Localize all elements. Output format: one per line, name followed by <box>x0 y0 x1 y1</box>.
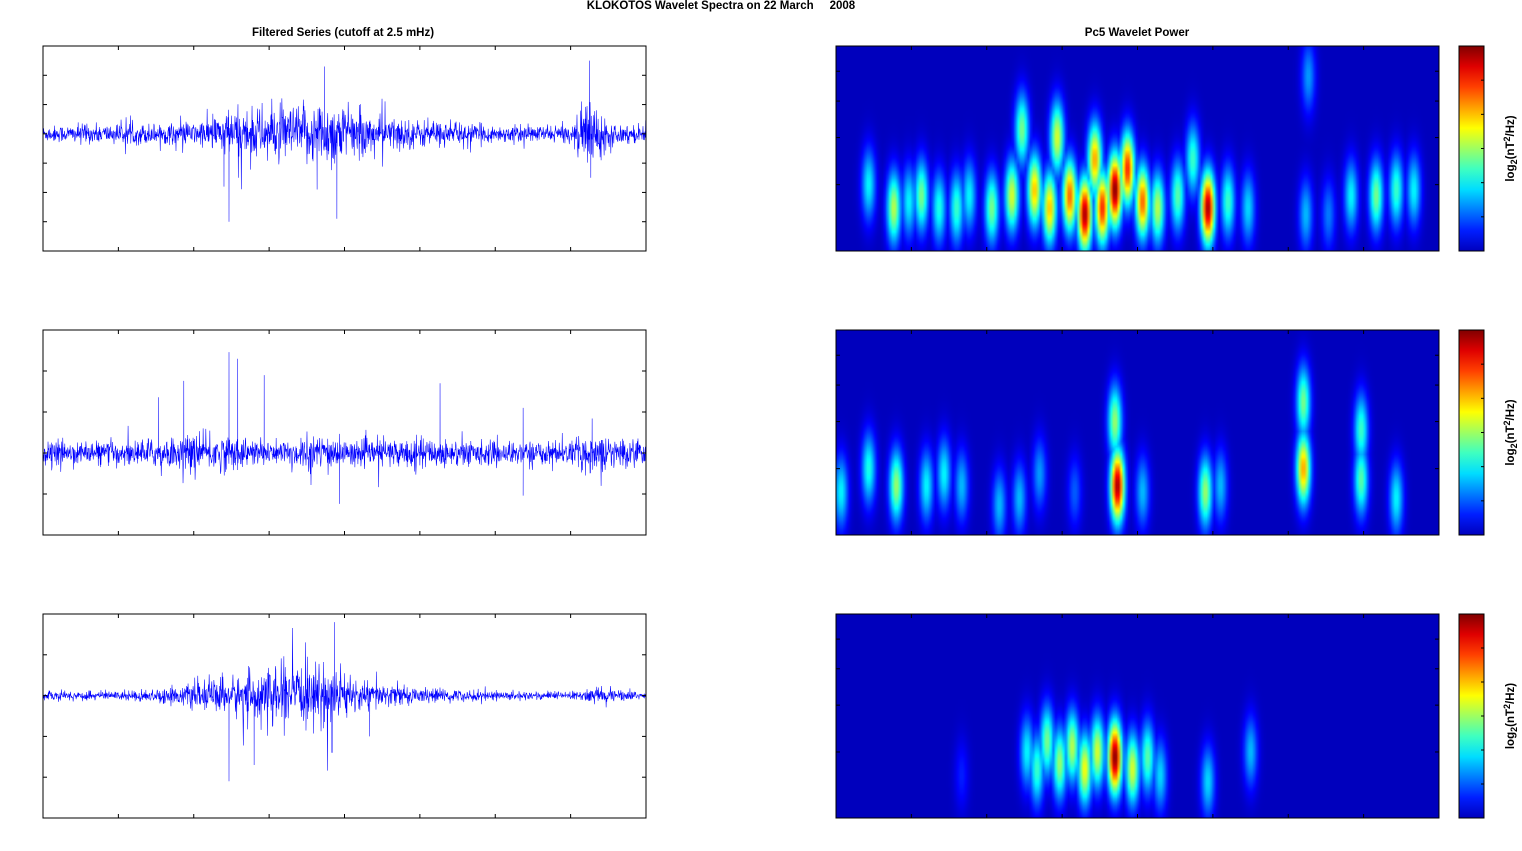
series-line-y <box>42 352 647 504</box>
colorbar-label-part: 2 <box>1502 420 1512 425</box>
right-column-title: Pc5 Wavelet Power <box>1085 27 1190 39</box>
wavelet-heatmap-2 <box>836 330 1439 535</box>
colorbar-label-part: (nT <box>1505 141 1517 159</box>
colorbar-label-part: 2 <box>1502 704 1512 709</box>
colorbar-label-part: 2 <box>1509 443 1519 448</box>
series-line-z <box>42 622 647 782</box>
plot-area <box>43 46 646 251</box>
colorbar-label-part: log <box>1505 448 1517 465</box>
plot-area <box>43 330 646 535</box>
colorbar-label-part: /Hz) <box>1505 683 1517 704</box>
colorbar-label-part: /Hz) <box>1505 399 1517 420</box>
colorbar-label-part: /Hz) <box>1505 115 1517 136</box>
colorbar-label-part: (nT <box>1505 425 1517 443</box>
colorbar-label: log2(nT2/Hz) <box>1502 399 1518 465</box>
plot-area <box>43 614 646 818</box>
colorbar-label-part: 2 <box>1502 136 1512 141</box>
colorbar-label: log2(nT2/Hz) <box>1502 683 1518 749</box>
figure-title: KLOKOTOS Wavelet Spectra on 22 March 200… <box>587 0 856 12</box>
colorbar <box>1458 613 1485 819</box>
colorbar-label-part: 2 <box>1509 159 1519 164</box>
colorbar-label-part: log <box>1505 732 1517 749</box>
colorbar-label-part: 2 <box>1509 727 1519 732</box>
colorbar-label: log2(nT2/Hz) <box>1502 115 1518 181</box>
left-column-title: Filtered Series (cutoff at 2.5 mHz) <box>252 27 434 39</box>
colorbar <box>1458 329 1485 536</box>
colorbar-label-part: (nT <box>1505 709 1517 727</box>
wavelet-heatmap-1 <box>836 46 1439 251</box>
colorbar <box>1458 45 1485 252</box>
wavelet-heatmap-3 <box>836 614 1439 818</box>
series-line-x <box>42 60 647 222</box>
colorbar-label-part: log <box>1505 164 1517 181</box>
